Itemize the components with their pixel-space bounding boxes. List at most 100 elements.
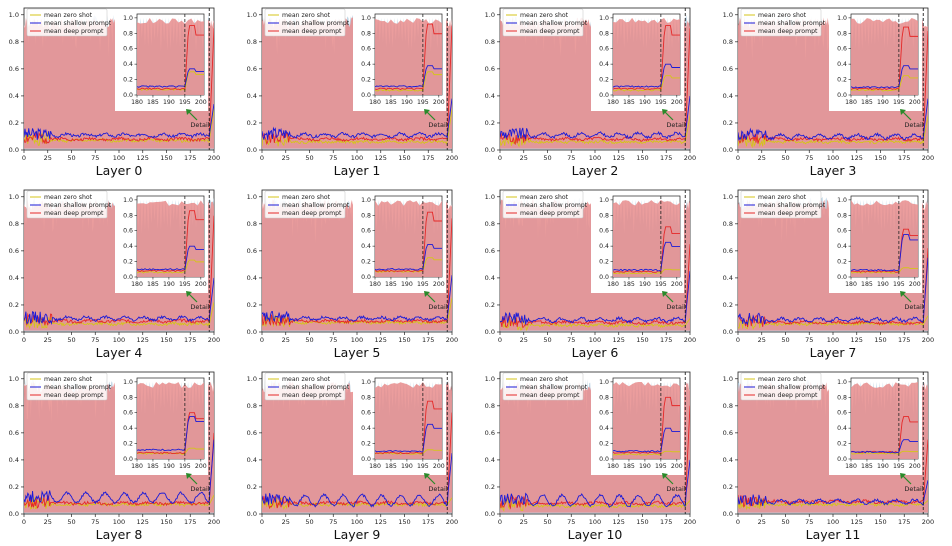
inset-deep-prompt-line [613, 396, 680, 454]
x-tick-label: 100 [589, 154, 601, 162]
x-tick-label: 175 [184, 154, 196, 162]
detail-arrowhead [662, 109, 668, 115]
x-tick-label: 50 [305, 154, 313, 162]
mean-zero-shot-line [24, 302, 214, 330]
inset-deep-band [851, 200, 918, 277]
x-tick-label: 200 [446, 154, 458, 162]
legend-label: mean shallow prompt [520, 20, 588, 27]
detail-label: Detail [428, 303, 447, 311]
layer-chart: 0 25 50 75 100 125 150 175 200 0.0 0.2 0.4 0.6 0.8 1.0… [485, 371, 696, 526]
legend-label: mean deep prompt [758, 210, 818, 217]
inset-y-tick-label: 1.0 [123, 379, 133, 386]
inset-x-tick-label: 185 [623, 463, 635, 470]
x-tick-label: 50 [67, 336, 75, 344]
y-tick-label: 0.4 [9, 456, 19, 464]
legend-label: mean shallow prompt [758, 20, 826, 27]
mean-deep-prompt-line [24, 28, 214, 145]
inset-deep-prompt-line [375, 23, 442, 91]
inset-shallow-prompt-line [137, 245, 204, 271]
legend-label: mean deep prompt [282, 28, 342, 35]
x-tick-label: 200 [208, 154, 220, 162]
inset-zero-shot-line [851, 267, 918, 274]
layer-chart: 0 25 50 75 100 125 150 175 200 0.0 0.2 0.4 0.6 0.8 1.0… [9, 371, 220, 526]
inset-y-tick-label: 0.2 [123, 441, 133, 448]
x-tick-label: 175 [422, 518, 434, 526]
legend-label: mean zero shot [44, 194, 93, 201]
inset-shallow-prompt-line [851, 439, 918, 454]
layer-panel: 0 25 50 75 100 125 150 175 200 0.0 0.2 0.4 0.6 0.8 1.0… [714, 182, 952, 364]
inset-chart: 180 185 190 195 200 0.0 0.2 0.4 0.6 0.8 1.0 [115, 10, 208, 111]
legend-label: mean deep prompt [520, 28, 580, 35]
detail-arrowhead [900, 473, 906, 479]
x-tick-label: 175 [660, 336, 672, 344]
y-tick-label: 0.0 [485, 328, 495, 336]
y-tick-label: 0.6 [485, 65, 495, 73]
inset-y-tick-label: 0.8 [599, 394, 609, 401]
legend-label: mean shallow prompt [758, 202, 826, 209]
y-tick-label: 0.4 [9, 274, 19, 282]
inset-y-tick-label: 0.2 [599, 259, 609, 266]
detail-label: Detail [190, 485, 209, 493]
inset-plot-area [613, 17, 680, 95]
x-tick-label: 200 [684, 154, 696, 162]
x-tick-label: 175 [184, 336, 196, 344]
layer-panel: 0 25 50 75 100 125 150 175 200 0.0 0.2 0.4 0.6 0.8 1.0… [476, 0, 714, 182]
x-tick-label: 150 [636, 336, 648, 344]
y-tick-label: 0.4 [485, 92, 495, 100]
x-tick-label: 125 [375, 518, 387, 526]
layer-panel: 0 25 50 75 100 125 150 175 200 0.0 0.2 0.4 0.6 0.8 1.0… [714, 0, 952, 182]
inset-y-tick-label: 0.0 [361, 92, 371, 99]
layer-chart: 0 25 50 75 100 125 150 175 200 0.0 0.2 0.4 0.6 0.8 1.0… [247, 189, 458, 344]
inset-y-tick-label: 0.2 [599, 77, 609, 84]
y-tick-label: 1.0 [723, 193, 733, 201]
detail-arrowhead [186, 473, 192, 479]
inset-x-tick-label: 190 [877, 463, 889, 470]
y-tick-label: 0.8 [723, 220, 733, 228]
x-tick-label: 100 [351, 336, 363, 344]
y-tick-label: 1.0 [247, 193, 257, 201]
mean-deep-prompt-line [500, 244, 690, 328]
y-tick-label: 0.6 [723, 65, 733, 73]
inset-x-tick-label: 195 [417, 99, 429, 106]
x-tick-label: 75 [329, 154, 337, 162]
inset-y-tick-label: 0.8 [123, 212, 133, 219]
inset-x-tick-label: 180 [845, 463, 857, 470]
x-tick-label: 0 [260, 336, 264, 344]
inset-zero-shot-line [613, 268, 680, 275]
mean-deep-prompt-line [262, 25, 452, 146]
x-tick-label: 125 [375, 154, 387, 162]
x-tick-label: 175 [660, 518, 672, 526]
inset-y-tick-label: 1.0 [123, 15, 133, 22]
inset-plot-area [851, 17, 918, 95]
layer-chart: 0 25 50 75 100 125 150 175 200 0.0 0.2 0.4 0.6 0.8 1.0… [9, 7, 220, 162]
inset-x-tick-label: 200 [433, 463, 445, 470]
inset-y-tick-label: 0.0 [361, 456, 371, 463]
detail-label: Detail [428, 121, 447, 129]
layer-title: Layer 11 [805, 527, 861, 542]
inset-plot-area [851, 381, 918, 459]
inset-deep-prompt-line [375, 400, 442, 455]
legend-label: mean deep prompt [520, 210, 580, 217]
mean-deep-prompt-line [738, 439, 928, 508]
inset-y-tick-label: 0.2 [123, 77, 133, 84]
y-tick-label: 1.0 [247, 11, 257, 19]
inset-x-tick-label: 180 [607, 99, 619, 106]
mean-shallow-prompt-line [500, 271, 690, 325]
x-tick-label: 100 [113, 518, 125, 526]
inset-shallow-prompt-line [137, 68, 204, 88]
inset-x-tick-label: 185 [147, 99, 159, 106]
inset-x-tick-label: 195 [893, 99, 905, 106]
layer-panel: 0 25 50 75 100 125 150 175 200 0.0 0.2 0.4 0.6 0.8 1.0… [714, 364, 952, 546]
inset-x-tick-label: 185 [623, 99, 635, 106]
x-tick-label: 125 [613, 336, 625, 344]
inset-x-tick-label: 190 [163, 99, 175, 106]
inset-zero-shot-line [613, 75, 680, 92]
inset-y-tick-label: 0.4 [599, 61, 609, 68]
inset-y-tick-label: 1.0 [837, 379, 847, 386]
y-tick-label: 0.2 [247, 301, 257, 309]
inset-chart: 180 185 190 195 200 0.0 0.2 0.4 0.6 0.8 1.0 [829, 192, 922, 293]
mean-zero-shot-line [262, 298, 452, 328]
x-tick-label: 200 [446, 518, 458, 526]
